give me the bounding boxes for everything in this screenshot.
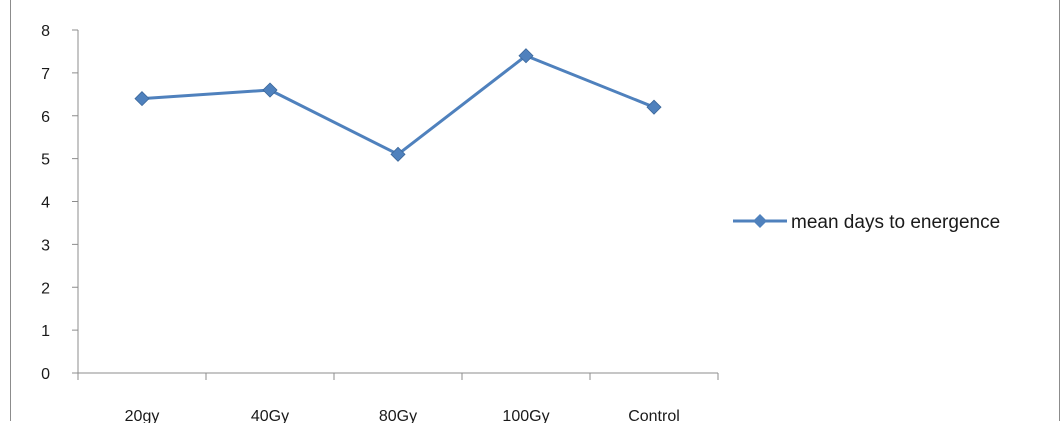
- x-ticks: 20gy 40Gy 80Gy 100Gy Control: [77, 373, 719, 423]
- data-point-marker: [262, 82, 278, 98]
- series-line: [141, 54, 655, 156]
- legend-label: mean days to energence: [791, 212, 1000, 233]
- x-tick-label: Control: [628, 408, 680, 423]
- data-point-marker: [518, 48, 534, 64]
- legend: mean days to energence: [733, 212, 1000, 233]
- y-tick-label: 8: [41, 23, 50, 40]
- y-tick-label: 0: [41, 366, 50, 383]
- data-point-marker: [390, 146, 406, 162]
- data-point-marker: [134, 91, 150, 107]
- x-tick-label: 100Gy: [502, 408, 549, 423]
- legend-marker: [753, 214, 767, 228]
- y-tick-label: 3: [41, 237, 50, 254]
- x-tick-label: 40Gy: [251, 408, 289, 423]
- x-tick-label: 80Gy: [379, 408, 417, 423]
- y-tick-label: 6: [41, 109, 50, 126]
- y-tick-label: 5: [41, 152, 50, 169]
- series-layer: [134, 48, 662, 162]
- x-tick-label: 20gy: [125, 408, 160, 423]
- y-tick-label: 7: [41, 66, 50, 83]
- data-point-marker: [646, 99, 662, 115]
- y-tick-label: 2: [41, 280, 50, 297]
- chart-frame: [10, 0, 1060, 421]
- axes: [77, 30, 718, 374]
- y-ticks: 0 1 2 3 4 5 6 7 8: [41, 23, 78, 383]
- y-tick-label: 1: [41, 323, 50, 340]
- y-tick-label: 4: [41, 195, 50, 212]
